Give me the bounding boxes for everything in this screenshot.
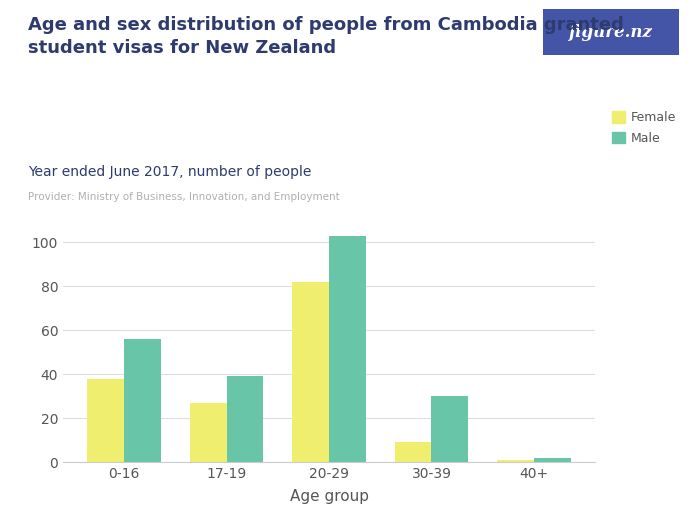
Bar: [395, 442, 431, 462]
Bar: [88, 379, 124, 462]
Bar: [497, 460, 534, 462]
Bar: [292, 282, 329, 462]
Bar: [329, 236, 366, 462]
Bar: [431, 396, 468, 462]
Bar: [124, 339, 161, 462]
Bar: [190, 403, 227, 462]
Text: Year ended June 2017, number of people: Year ended June 2017, number of people: [28, 165, 312, 180]
Text: figure.nz: figure.nz: [568, 24, 652, 40]
X-axis label: Age group: Age group: [290, 489, 368, 504]
Text: Provider: Ministry of Business, Innovation, and Employment: Provider: Ministry of Business, Innovati…: [28, 192, 340, 202]
Bar: [227, 376, 263, 462]
Bar: [534, 458, 570, 462]
Text: Age and sex distribution of people from Cambodia granted
student visas for New Z: Age and sex distribution of people from …: [28, 16, 624, 57]
Legend: Female, Male: Female, Male: [612, 111, 676, 145]
